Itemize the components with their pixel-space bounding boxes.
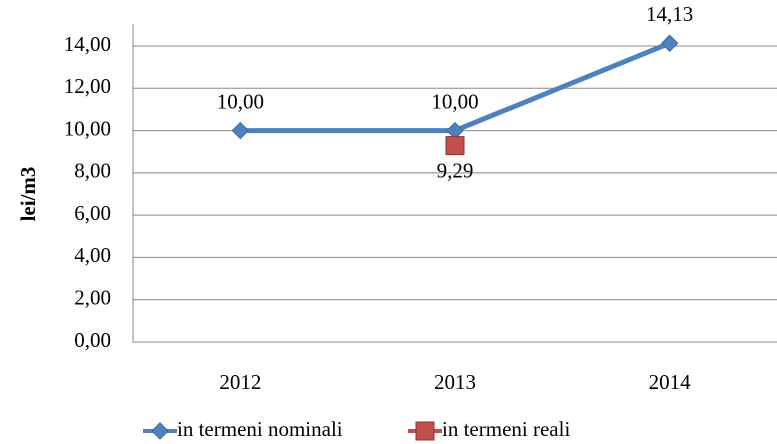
y-tick-label: 8,00 <box>74 159 111 183</box>
x-tick-label: 2014 <box>649 370 692 394</box>
data-label: 14,13 <box>646 2 693 26</box>
marker <box>231 121 250 140</box>
data-label: 10,00 <box>217 89 264 113</box>
marker <box>660 34 679 52</box>
y-tick-label: 6,00 <box>74 201 111 225</box>
x-tick-label: 2012 <box>219 370 261 394</box>
y-tick-label: 12,00 <box>64 74 111 98</box>
x-tick-label: 2013 <box>434 370 476 394</box>
legend-label: in termeni nominali <box>177 417 343 441</box>
marker <box>415 421 435 441</box>
marker <box>151 422 169 440</box>
y-axis-label: lei/m3 <box>16 167 40 222</box>
data-label: 9,29 <box>437 158 474 182</box>
legend-label: in termeni reali <box>442 417 570 441</box>
y-tick-label: 2,00 <box>74 286 111 310</box>
y-tick-label: 0,00 <box>74 328 111 352</box>
y-tick-label: 10,00 <box>64 116 111 140</box>
marker <box>445 136 465 156</box>
series-line <box>240 40 671 134</box>
y-tick-label: 14,00 <box>64 32 111 56</box>
y-tick-label: 4,00 <box>74 243 111 267</box>
data-label: 10,00 <box>431 89 478 113</box>
